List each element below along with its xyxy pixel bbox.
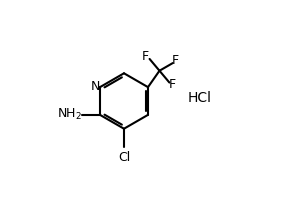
Text: F: F	[168, 78, 176, 91]
Text: F: F	[142, 50, 149, 63]
Text: HCl: HCl	[187, 91, 211, 105]
Text: NH$_2$: NH$_2$	[57, 107, 81, 122]
Text: F: F	[172, 54, 179, 67]
Text: N: N	[91, 80, 100, 93]
Text: Cl: Cl	[118, 151, 130, 164]
